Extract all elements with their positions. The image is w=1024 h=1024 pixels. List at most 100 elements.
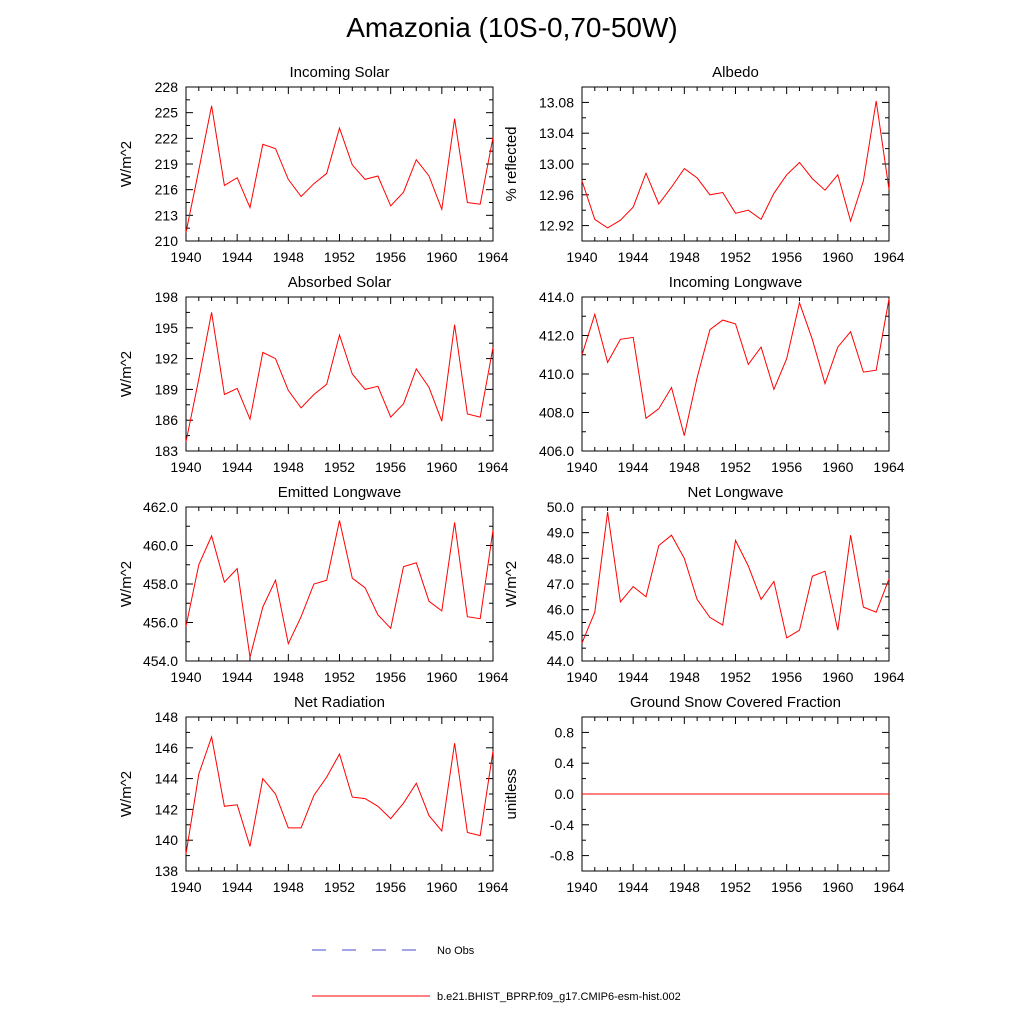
x-tick-label: 1960 (822, 879, 853, 895)
panel-title: Net Longwave (688, 484, 784, 501)
y-tick-label: 0.8 (555, 724, 575, 740)
y-tick-label: -0.8 (550, 848, 574, 864)
main-title: Amazonia (10S-0,70-50W) (346, 12, 678, 43)
y-tick-label: 13.00 (539, 156, 574, 172)
y-tick-label: 49.0 (547, 525, 574, 541)
y-tick-label: 198 (155, 289, 179, 305)
x-tick-label: 1956 (375, 879, 406, 895)
y-tick-label: 456.0 (143, 615, 178, 631)
y-tick-label: 406.0 (539, 443, 574, 459)
series-line (185, 735, 494, 855)
panel-emitted-longwave: 1940 1944 1948 1952 1956 1960 1964 454.0 456.0 45… (118, 484, 509, 685)
y-axis-label: W/m^2 (118, 561, 135, 607)
x-tick-label: 1960 (426, 879, 457, 895)
plot-frame (581, 506, 890, 662)
y-tick-label: 454.0 (143, 653, 178, 669)
x-tick-label: 1960 (426, 249, 457, 265)
panel-ground-snow-covered-fraction: 1940 1944 1948 1952 1956 1960 1964 -0.8 -0.4 0.0 0… (503, 694, 905, 895)
y-tick-label: 186 (155, 412, 179, 428)
x-tick-label: 1952 (720, 459, 751, 475)
x-tick-label: 1948 (669, 669, 700, 685)
y-tick-label: 148 (155, 709, 179, 725)
x-tick-label: 1960 (822, 669, 853, 685)
legend: No Obs b.e21.BHIST_BPRP.f09_g17.CMIP6-es… (312, 945, 681, 1003)
y-axis-label: W/m^2 (118, 771, 135, 817)
x-tick-label: 1952 (324, 879, 355, 895)
x-tick-label: 1964 (477, 669, 508, 685)
y-tick-label: 48.0 (547, 550, 574, 566)
x-tick-label: 1960 (426, 459, 457, 475)
y-tick-label: 146 (155, 740, 179, 756)
x-tick-label: 1944 (618, 669, 649, 685)
x-tick-label: 1956 (771, 879, 802, 895)
y-tick-label: 45.0 (547, 627, 574, 643)
y-tick-label: 12.96 (539, 187, 574, 203)
panel-albedo: 1940 1944 1948 1952 1956 1960 1964 12.92 12.96 13… (503, 64, 905, 265)
x-tick-label: 1940 (566, 879, 597, 895)
x-tick-label: 1940 (170, 879, 201, 895)
x-tick-label: 1952 (324, 249, 355, 265)
panel-incoming-longwave: 1940 1944 1948 1952 1956 1960 1964 406.0 408.0 41… (539, 274, 905, 475)
y-tick-label: 47.0 (547, 576, 574, 592)
panel-absorbed-solar: 1940 1944 1948 1952 1956 1960 1964 183 186 189 192… (118, 274, 509, 475)
y-tick-label: 0.0 (555, 786, 575, 802)
x-tick-label: 1964 (873, 249, 904, 265)
x-tick-label: 1956 (771, 459, 802, 475)
y-tick-label: 460.0 (143, 538, 178, 554)
x-tick-label: 1956 (375, 459, 406, 475)
x-tick-label: 1956 (375, 669, 406, 685)
panel-net-longwave: 1940 1944 1948 1952 1956 1960 1964 44.0 45.0 46.0… (503, 484, 905, 685)
series-line (185, 105, 494, 233)
series-line (581, 298, 890, 436)
panel-title: Ground Snow Covered Fraction (630, 694, 841, 711)
y-tick-label: 44.0 (547, 653, 574, 669)
plot-frame (185, 86, 494, 242)
x-tick-label: 1940 (170, 249, 201, 265)
x-tick-label: 1952 (720, 669, 751, 685)
panel-title: Net Radiation (294, 694, 385, 711)
y-tick-label: 228 (155, 79, 179, 95)
y-tick-label: 414.0 (539, 289, 574, 305)
y-tick-label: 138 (155, 863, 179, 879)
x-tick-label: 1944 (222, 249, 253, 265)
x-tick-label: 1940 (170, 669, 201, 685)
y-tick-label: 192 (155, 351, 179, 367)
x-tick-label: 1964 (873, 879, 904, 895)
x-tick-label: 1956 (375, 249, 406, 265)
panel-title: Incoming Solar (289, 64, 389, 81)
y-tick-label: 183 (155, 443, 179, 459)
panel-title: Incoming Longwave (669, 274, 802, 291)
x-tick-label: 1964 (873, 669, 904, 685)
x-tick-label: 1944 (618, 249, 649, 265)
x-tick-label: 1960 (426, 669, 457, 685)
y-axis-label: W/m^2 (503, 561, 520, 607)
series-line (581, 512, 890, 644)
panel-title: Albedo (712, 64, 759, 81)
y-tick-label: 13.08 (539, 94, 574, 110)
x-tick-label: 1944 (618, 459, 649, 475)
panel-incoming-solar: 1940 1944 1948 1952 1956 1960 1964 210 213 216 219… (118, 64, 509, 265)
y-tick-label: 142 (155, 801, 179, 817)
y-tick-label: -0.4 (550, 817, 574, 833)
x-tick-label: 1940 (170, 459, 201, 475)
x-tick-label: 1956 (771, 669, 802, 685)
plot-frame (581, 86, 890, 242)
y-tick-label: 216 (155, 182, 179, 198)
legend-obs-label: No Obs (437, 945, 475, 957)
y-tick-label: 410.0 (539, 366, 574, 382)
x-tick-label: 1944 (222, 879, 253, 895)
panel-title: Absorbed Solar (288, 274, 391, 291)
series-line (185, 312, 494, 442)
y-axis-label: W/m^2 (118, 351, 135, 397)
x-tick-label: 1964 (477, 879, 508, 895)
y-tick-label: 189 (155, 381, 179, 397)
legend-model-label: b.e21.BHIST_BPRP.f09_g17.CMIP6-esm-hist.… (437, 991, 681, 1003)
x-tick-label: 1940 (566, 249, 597, 265)
x-tick-label: 1960 (822, 249, 853, 265)
x-tick-label: 1948 (669, 249, 700, 265)
y-tick-label: 462.0 (143, 499, 178, 515)
x-tick-label: 1944 (222, 669, 253, 685)
y-axis-label: unitless (503, 769, 520, 820)
y-tick-label: 210 (155, 233, 179, 249)
